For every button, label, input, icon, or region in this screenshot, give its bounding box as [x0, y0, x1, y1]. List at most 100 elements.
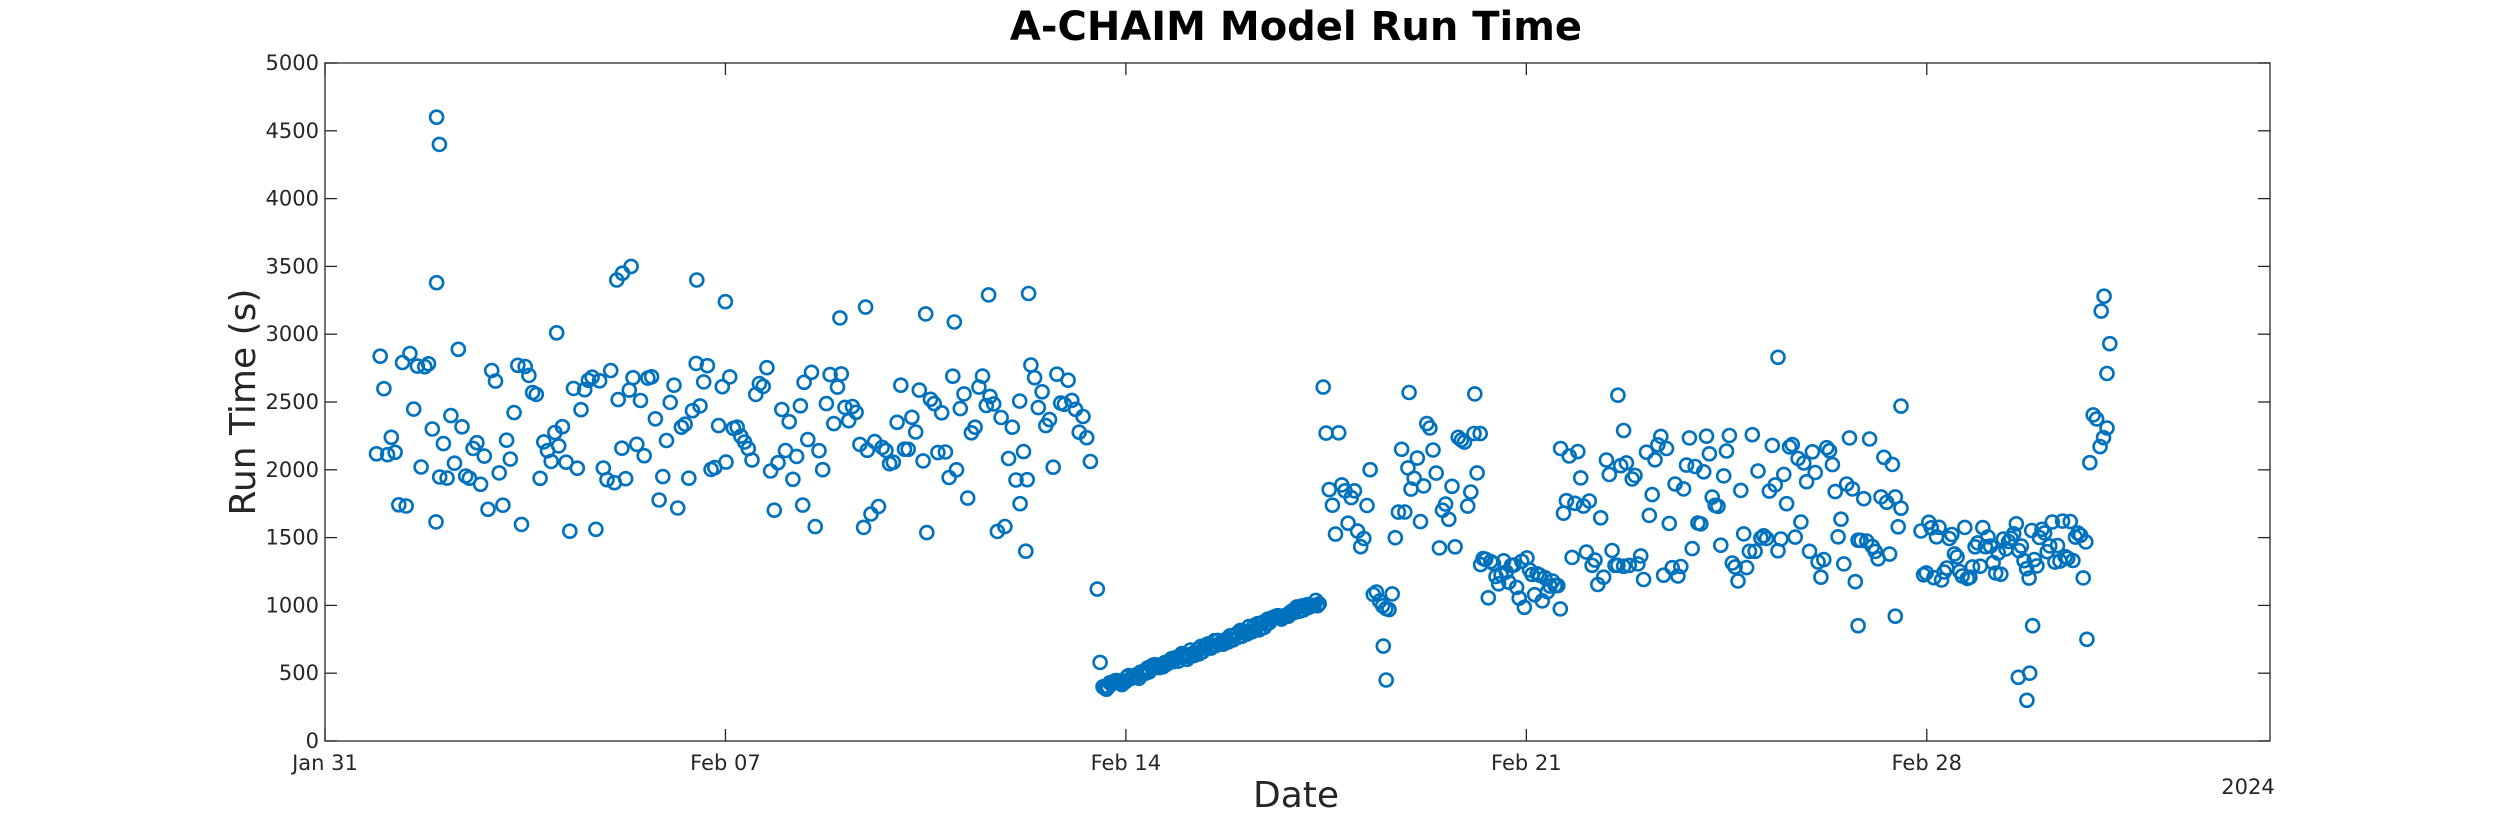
data-point	[454, 418, 470, 435]
data-point	[666, 377, 682, 394]
data-point	[829, 379, 846, 395]
data-point	[1990, 545, 2007, 561]
data-point	[1030, 399, 1047, 416]
data-point	[1506, 557, 1522, 573]
data-point	[2093, 303, 2109, 319]
data-point	[2095, 429, 2112, 446]
data-point	[1393, 441, 1410, 458]
data-point	[1931, 519, 1947, 536]
data-point	[446, 455, 463, 472]
data-point	[948, 461, 965, 478]
data-point	[1827, 483, 1843, 500]
data-point	[1578, 544, 1595, 560]
data-point	[654, 468, 671, 485]
data-point	[569, 460, 586, 477]
data-points	[368, 109, 2118, 709]
data-point	[1641, 507, 1658, 524]
data-point	[1946, 546, 1963, 562]
data-point	[1550, 577, 1566, 594]
y-tick-label: 3000	[266, 322, 319, 346]
data-point	[535, 434, 552, 450]
data-point	[610, 391, 627, 408]
data-point	[487, 373, 504, 389]
data-point	[1384, 586, 1400, 602]
data-point	[1804, 443, 1821, 460]
data-point	[651, 492, 667, 508]
data-point	[1655, 567, 1672, 584]
data-point	[1638, 444, 1655, 461]
data-point	[1887, 608, 1904, 625]
data-point	[431, 136, 448, 153]
data-point	[1844, 481, 1861, 497]
data-point	[926, 395, 943, 412]
data-point	[1441, 511, 1457, 528]
data-point	[1346, 482, 1363, 499]
data-point	[1330, 424, 1347, 441]
data-point	[621, 382, 638, 398]
data-point	[1598, 452, 1615, 468]
data-point	[2042, 538, 2058, 554]
data-point	[480, 501, 496, 518]
data-point	[1463, 484, 1479, 500]
data-point	[917, 306, 934, 322]
data-point	[855, 519, 872, 536]
data-point	[1796, 455, 1812, 471]
data-point	[1632, 548, 1649, 564]
data-point	[1615, 558, 1632, 575]
data-point	[1422, 420, 1438, 436]
data-point	[766, 502, 783, 519]
data-point	[1853, 532, 1869, 549]
data-point	[2085, 407, 2101, 423]
data-point	[548, 324, 565, 341]
data-point	[1939, 560, 1955, 576]
data-point	[2070, 525, 2086, 541]
data-point	[416, 358, 433, 375]
data-point	[744, 452, 760, 468]
data-point	[521, 367, 537, 384]
data-point	[383, 429, 400, 446]
data-point	[904, 409, 920, 426]
data-point	[1730, 573, 1746, 589]
data-point	[1893, 398, 1909, 414]
data-point	[1490, 575, 1507, 592]
data-point	[959, 490, 976, 506]
data-point	[2036, 525, 2053, 541]
data-point	[1604, 542, 1620, 559]
data-point	[390, 496, 407, 513]
data-point	[900, 441, 917, 458]
data-point	[1459, 498, 1476, 514]
data-point	[491, 465, 508, 481]
data-point	[1075, 408, 1091, 425]
data-point	[807, 518, 824, 535]
data-point	[1750, 463, 1766, 479]
data-point	[1437, 496, 1454, 512]
data-point	[673, 419, 690, 436]
data-point	[1627, 467, 1643, 484]
data-point	[1015, 443, 1032, 460]
data-point	[1089, 581, 1106, 597]
data-point	[1735, 526, 1752, 542]
data-point	[1567, 495, 1583, 512]
data-point	[863, 506, 879, 522]
data-point	[794, 497, 811, 513]
data-point	[625, 369, 641, 386]
data-point	[1787, 529, 1803, 545]
data-point	[1695, 463, 1712, 480]
data-point	[602, 362, 619, 379]
data-point	[1715, 468, 1732, 484]
data-point	[1856, 490, 1872, 507]
data-point	[2024, 617, 2041, 634]
x-axis-label: Date	[1253, 775, 1339, 816]
data-point	[1324, 497, 1341, 514]
y-axis-label: Run Time (s)	[223, 289, 264, 516]
data-point	[1698, 428, 1715, 445]
data-point	[402, 345, 418, 362]
data-point	[892, 377, 909, 394]
data-point	[1564, 549, 1580, 566]
data-point	[1060, 372, 1076, 389]
data-point	[2029, 558, 2045, 574]
data-point	[1019, 471, 1035, 488]
data-point	[1647, 451, 1663, 468]
data-point	[1315, 379, 1331, 395]
data-point	[1944, 526, 1960, 543]
